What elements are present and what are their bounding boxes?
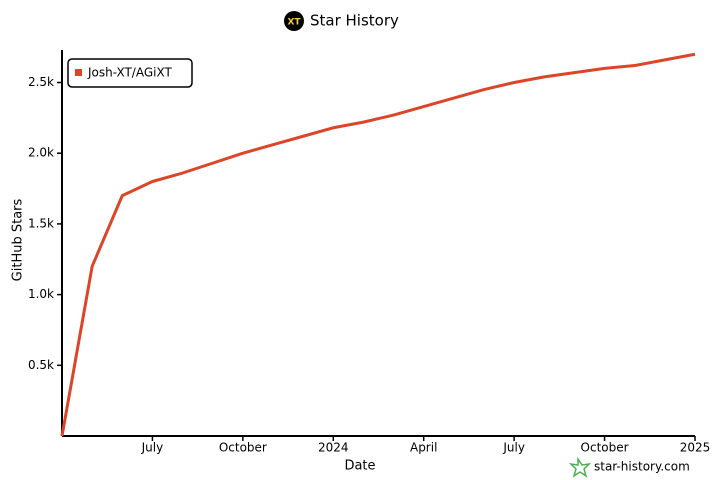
x-tick-label: 2024: [318, 441, 349, 455]
y-tick-label: 2.5k: [28, 75, 54, 89]
x-tick-label: July: [141, 441, 164, 455]
chart-title: Star History: [310, 12, 399, 30]
series-line: [60, 52, 696, 437]
legend-label: Josh-XT/AGiXT: [87, 66, 172, 80]
legend-box: [67, 58, 193, 88]
legend-swatch: [75, 69, 82, 76]
x-axis-label: Date: [344, 459, 375, 474]
watermark: star-history.com: [594, 460, 690, 474]
y-tick-label: 0.5k: [28, 358, 54, 372]
x-tick-label: July: [502, 441, 525, 455]
y-tick-label: 1.5k: [28, 216, 54, 230]
x-tick-label: 2025: [680, 441, 711, 455]
x-tick-label: October: [581, 441, 629, 455]
y-axis-label: GitHub Stars: [11, 198, 26, 281]
logo: [284, 11, 304, 31]
x-tick-label: April: [410, 441, 437, 455]
logo-text: XT: [287, 18, 301, 28]
y-tick-label: 1.0k: [28, 287, 54, 301]
x-tick-label: October: [219, 441, 267, 455]
y-tick-label: 2.0k: [28, 146, 54, 160]
watermark-icon: [568, 456, 592, 478]
